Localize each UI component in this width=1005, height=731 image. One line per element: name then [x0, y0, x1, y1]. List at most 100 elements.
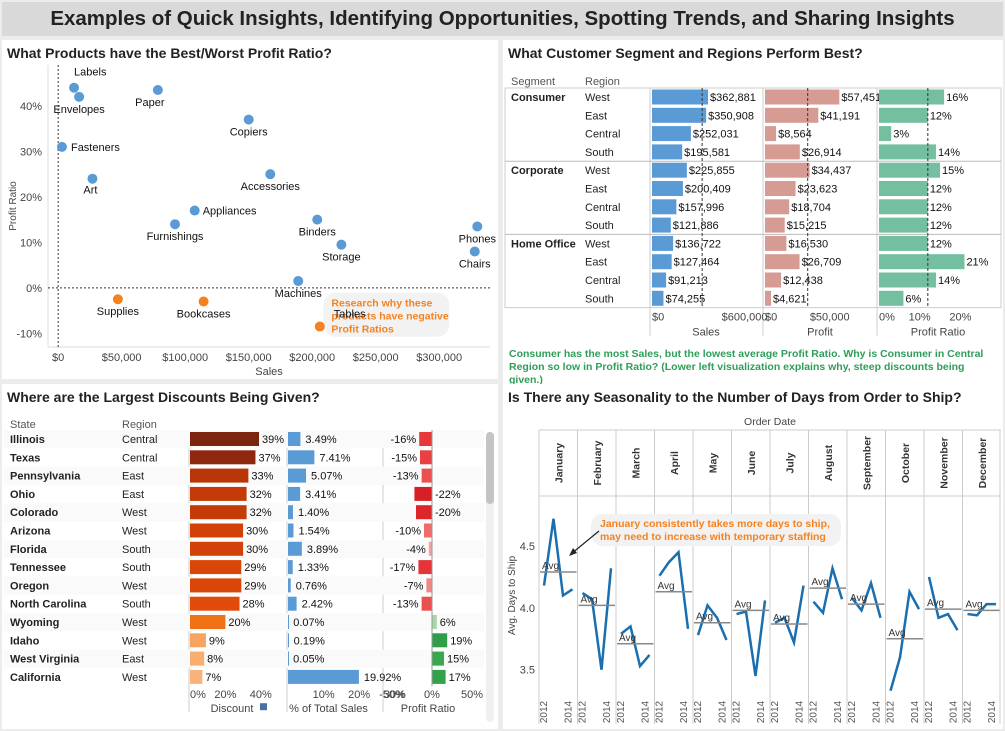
bar-profit	[765, 126, 777, 142]
month-label: January	[553, 443, 565, 483]
bar-value-label: $195,581	[684, 147, 730, 159]
point-label: Storage	[322, 252, 361, 264]
axis-tick-label: $0	[765, 312, 777, 324]
y-tick-label: 40%	[20, 101, 42, 113]
state-label: Colorado	[10, 507, 59, 519]
bar-value-label: 12%	[930, 110, 952, 122]
point-label: Copiers	[230, 127, 268, 139]
average-label: Avg	[812, 577, 829, 588]
segment-col-header: Segment	[511, 76, 555, 88]
y-tick-label: 4.5	[520, 541, 535, 553]
region-label: Central	[585, 129, 620, 141]
bar-value-label: $91,213	[668, 275, 708, 287]
bar-value-label: $41,191	[820, 110, 860, 122]
bar-value-label: $127,464	[674, 257, 720, 269]
point-label: Fasteners	[71, 142, 120, 154]
point-label: Accessories	[241, 181, 301, 193]
point-bookcases	[198, 296, 209, 307]
axis-tick-label: 20%	[348, 689, 370, 701]
line-series-november	[927, 576, 959, 631]
year-tick-label: 2014	[833, 700, 844, 723]
month-label: May	[707, 453, 719, 474]
state-col-header: State	[10, 419, 36, 431]
y-tick-label: 3.5	[520, 665, 535, 677]
average-label: Avg	[696, 612, 713, 623]
line-series-july	[774, 585, 805, 648]
point-paper	[152, 85, 163, 96]
y-tick-label: 30%	[20, 146, 42, 158]
bar-value-label: 16%	[946, 92, 968, 104]
discount-value: 32%	[250, 489, 272, 501]
region-label: West	[122, 526, 147, 538]
month-label: August	[823, 444, 835, 481]
state-label: Wyoming	[10, 617, 59, 629]
segment-chart: Segment Region Consumer West $362,881 $57,451…	[504, 76, 1002, 339]
point-binders	[312, 214, 323, 225]
share-bar	[288, 578, 291, 593]
line-series-october	[889, 587, 921, 692]
point-art	[87, 173, 98, 184]
annotation-text: Profit Ratios	[331, 324, 394, 336]
annotation-arrowhead	[569, 548, 577, 556]
discount-bar	[190, 505, 247, 520]
share-value: 3.49%	[305, 434, 336, 446]
axis-tick-label: $600,000	[722, 312, 768, 324]
share-bar	[288, 651, 289, 666]
bar-value-label: $350,908	[708, 110, 754, 122]
bar-sales	[652, 107, 707, 123]
month-label: October	[900, 443, 912, 483]
x-tick-label: $250,000	[353, 352, 399, 364]
discount-bar	[190, 450, 256, 465]
profit-ratio-value: -13%	[393, 471, 419, 483]
share-value: 2.42%	[302, 599, 333, 611]
region-label: East	[122, 489, 144, 501]
region-label: West	[585, 238, 610, 250]
state-label: Idaho	[10, 635, 40, 647]
profit-ratio-value: -15%	[391, 452, 417, 464]
bar-profit	[765, 199, 790, 215]
year-tick-label: 2012	[963, 700, 974, 723]
share-bar	[288, 669, 359, 684]
point-fasteners	[56, 141, 67, 152]
bar-value-label: 14%	[938, 147, 960, 159]
seasonality-chart: Order Date 4.5 4.0 3.5 Avg. Days to Ship Janu…	[507, 416, 1001, 724]
year-tick-label: 2012	[770, 700, 781, 723]
point-label: Furnishings	[147, 231, 204, 243]
point-label: Tables	[334, 309, 366, 321]
year-tick-label: 2012	[578, 700, 589, 723]
bar-profit	[765, 162, 810, 178]
bar-profit-ratio	[879, 272, 936, 288]
profit-ratio-value: -13%	[393, 599, 419, 611]
discount-value: 9%	[209, 635, 225, 647]
x-tick-label: $200,000	[289, 352, 335, 364]
insight-note: Consumer has the most Sales, but the low…	[509, 348, 984, 386]
point-furnishings	[170, 219, 181, 230]
share-bar	[288, 523, 294, 538]
state-label: Pennsylvania	[10, 471, 81, 483]
discount-bar	[190, 541, 244, 556]
share-value: 1.33%	[298, 562, 329, 574]
year-tick-label: 2012	[924, 700, 935, 723]
seasonality-heading: Is There any Seasonality to the Number o…	[508, 389, 962, 405]
bar-profit-ratio	[879, 254, 965, 270]
profit-ratio-value: -10%	[395, 526, 421, 538]
region-label: South	[585, 147, 614, 159]
bar-profit-ratio	[879, 235, 928, 251]
scatter-heading: What Products have the Best/Worst Profit…	[7, 45, 332, 61]
share-value: 0.19%	[294, 635, 325, 647]
x-axis-title: Sales	[255, 366, 283, 378]
year-tick-label: 2012	[539, 700, 550, 723]
bar-value-label: $4,621	[773, 293, 807, 305]
bar-value-label: 21%	[966, 257, 988, 269]
profit-ratio-bar	[432, 669, 446, 684]
year-tick-label: 2014	[602, 700, 613, 723]
annotation-text: Research why these	[331, 298, 432, 310]
bar-profit-ratio	[879, 181, 928, 196]
bar-profit	[765, 217, 785, 233]
line-series-april	[658, 549, 690, 630]
region-label: East	[122, 654, 144, 666]
annotation-arrow	[570, 530, 600, 555]
line-series-may	[696, 602, 728, 641]
bar-value-label: $16,530	[788, 238, 828, 250]
region-col-header: Region	[585, 76, 620, 88]
